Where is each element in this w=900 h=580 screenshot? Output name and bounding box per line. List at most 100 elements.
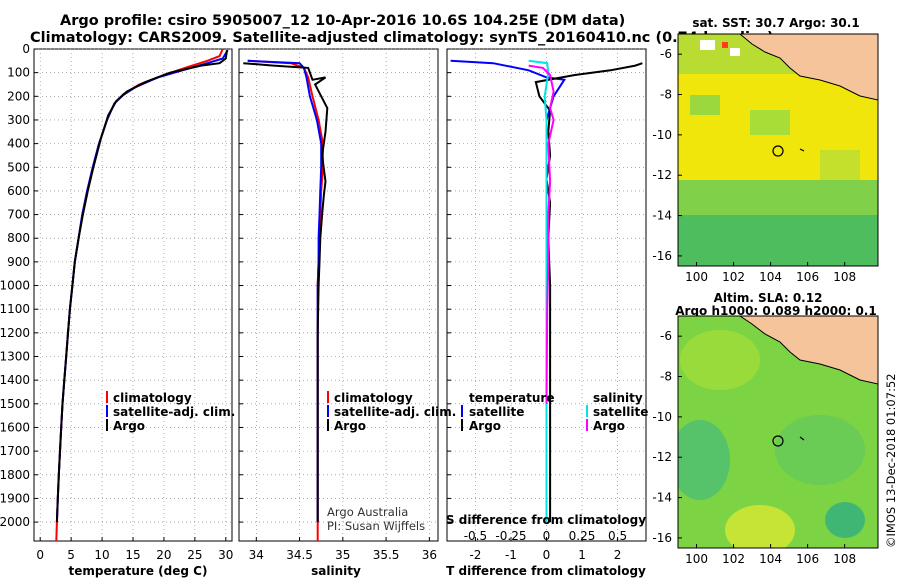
diff-series-2 [528, 59, 550, 523]
sal-legend: climatology satellite-adj. clim. Argo [327, 391, 456, 433]
temp-xtick-label: 25 [187, 548, 202, 562]
diff-xtick-label: 0 [543, 548, 551, 562]
depth-tick-label: 1200 [0, 326, 30, 340]
diff-top-label: S difference from climatology [446, 513, 646, 527]
sal-xtick-label: 35 [335, 548, 350, 562]
temp-legend: climatology satellite-adj. clim. Argo [106, 391, 235, 433]
temp-series-0 [55, 48, 224, 542]
temp-xtick-label: 30 [218, 548, 233, 562]
depth-tick-label: 1900 [0, 491, 30, 505]
sdiff-tick-label: 0 [543, 529, 551, 543]
depth-tick-label: 500 [7, 160, 30, 174]
depth-tick-label: 2000 [0, 515, 30, 529]
depth-tick-label: 800 [7, 231, 30, 245]
sst-argo-marker [772, 145, 784, 157]
diff-legend-temp-argo: Argo [469, 419, 501, 433]
sal-xtick-label: 34 [249, 548, 264, 562]
diff-xtick-label: 2 [614, 548, 622, 562]
sla-lon-label: 108 [833, 552, 856, 566]
temp-legend-clim: climatology [113, 391, 192, 405]
sst-lat-label: -8 [660, 88, 672, 102]
depth-tick-label: 200 [7, 89, 30, 103]
depth-tick-label: 1400 [0, 373, 30, 387]
sal-legend-argo: Argo [334, 419, 366, 433]
sal-xtick-label: 36 [422, 548, 437, 562]
sla-lon-label: 106 [796, 552, 819, 566]
diff-legend-sal-argo: Argo [593, 419, 625, 433]
sla-map [677, 315, 879, 549]
diff-xtick-label: 1 [578, 548, 586, 562]
sst-lon-label: 100 [685, 270, 708, 284]
sla-lat-label: -16 [652, 531, 672, 545]
depth-tick-label: 900 [7, 255, 30, 269]
credit-line1: Argo Australia [327, 505, 408, 519]
temp-xtick-label: 5 [67, 548, 75, 562]
temp-xlabel: temperature (deg C) [69, 564, 208, 578]
sla-lat-label: -12 [652, 450, 672, 464]
depth-tick-label: 1300 [0, 350, 30, 364]
depth-tick-label: 1700 [0, 444, 30, 458]
sdiff-tick-label: 0.25 [569, 529, 596, 543]
sal-legend-sat: satellite-adj. clim. [334, 405, 456, 419]
sal-series-2 [243, 62, 329, 523]
sst-lon-label: 108 [833, 270, 856, 284]
temp-xtick-label: 20 [156, 548, 171, 562]
sst-lat-label: -10 [652, 128, 672, 142]
sla-lat-label: -10 [652, 410, 672, 424]
diff-series-1 [534, 62, 643, 523]
temp-panel-frame [33, 48, 233, 542]
footer-stamp: ©IMOS 13-Dec-2018 01:07:52 [884, 373, 898, 548]
depth-tick-label: 300 [7, 113, 30, 127]
sst-lat-label: -6 [660, 47, 672, 61]
sdiff-tick-label: -0.25 [495, 529, 526, 543]
sla-map-title1: Altim. SLA: 0.12 [714, 291, 823, 305]
temp-legend-argo: Argo [113, 419, 145, 433]
sal-series-1 [247, 59, 323, 523]
diff-xtick-label: -1 [505, 548, 517, 562]
sla-lon-label: 100 [685, 552, 708, 566]
diff-series-3 [528, 64, 555, 404]
sla-lat-label: -14 [652, 491, 672, 505]
sst-lon-label: 106 [796, 270, 819, 284]
sst-lon-label: 102 [722, 270, 745, 284]
temp-xtick-label: 15 [125, 548, 140, 562]
diff-legend: temperature salinity satellite Argo sate… [461, 391, 648, 433]
sla-lat-label: -6 [660, 329, 672, 343]
diff-legend-temp-sat: satellite [469, 405, 524, 419]
diff-legend-sal-title: salinity [593, 391, 643, 405]
temp-xtick-label: 10 [94, 548, 109, 562]
depth-tick-label: 1500 [0, 397, 30, 411]
diff-legend-temp-title: temperature [469, 391, 554, 405]
sla-lat-label: -8 [660, 370, 672, 384]
sal-panel-frame [238, 48, 439, 542]
sal-xlabel: salinity [311, 564, 361, 578]
depth-tick-label: 1000 [0, 279, 30, 293]
sal-legend-clim: climatology [334, 391, 413, 405]
depth-tick-label: 100 [7, 66, 30, 80]
sla-lon-label: 104 [759, 552, 782, 566]
sal-xtick-label: 35.5 [373, 548, 400, 562]
credit-line2: PI: Susan Wijffels [327, 519, 425, 533]
sla-map-title2: Argo h1000: 0.089 h2000: 0.1 [675, 304, 876, 318]
sdiff-tick-label: 0.5 [608, 529, 627, 543]
sal-series-0 [247, 59, 324, 541]
sla-lon-label: 102 [722, 552, 745, 566]
sst-map-title: sat. SST: 30.7 Argo: 30.1 [692, 16, 859, 30]
depth-tick-label: 0 [22, 42, 30, 56]
temp-series-2 [55, 50, 228, 523]
temp-xtick-label: 0 [36, 548, 44, 562]
header-line2: Climatology: CARS2009. Satellite-adjuste… [30, 30, 774, 46]
temp-legend-sat: satellite-adj. clim. [113, 405, 235, 419]
sst-map [677, 33, 879, 267]
sal-xtick-label: 34.5 [286, 548, 313, 562]
sst-lon-label: 104 [759, 270, 782, 284]
depth-tick-label: 1600 [0, 420, 30, 434]
sla-argo-marker [772, 435, 784, 447]
sst-lat-label: -16 [652, 249, 672, 263]
depth-tick-label: 400 [7, 137, 30, 151]
sst-lat-label: -14 [652, 209, 672, 223]
depth-tick-label: 1100 [0, 302, 30, 316]
depth-tick-label: 600 [7, 184, 30, 198]
sst-lat-label: -12 [652, 168, 672, 182]
